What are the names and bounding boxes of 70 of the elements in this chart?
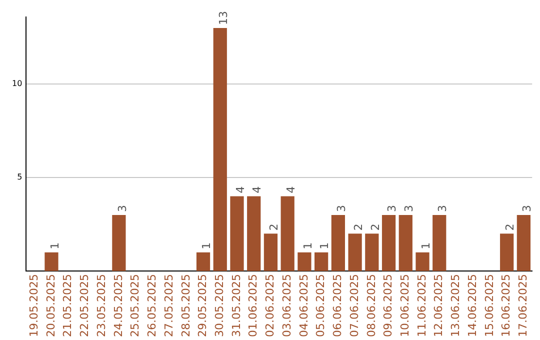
data-label: 1 <box>419 242 432 250</box>
x-tick-label: 21.05.2025 <box>61 274 74 338</box>
bar <box>196 252 210 272</box>
bar <box>416 252 430 272</box>
bar <box>365 234 379 272</box>
x-tick-label: 23.05.2025 <box>94 274 108 338</box>
x-tick-label: 29.05.2025 <box>196 274 210 338</box>
data-label: 13 <box>216 11 230 26</box>
data-label: 1 <box>48 242 62 250</box>
data-label: 3 <box>402 204 416 212</box>
bar <box>500 234 514 272</box>
x-tick-label: 07.06.2025 <box>348 274 361 338</box>
data-label: 4 <box>250 186 264 194</box>
data-label: 2 <box>268 224 281 231</box>
data-label: 3 <box>335 204 348 212</box>
x-tick-label: 20.05.2025 <box>44 274 58 338</box>
bar <box>398 214 412 272</box>
x-tick-label: 05.06.2025 <box>314 274 328 338</box>
x-tick-label: 04.06.2025 <box>297 274 310 338</box>
x-tick-label: 09.06.2025 <box>382 274 395 338</box>
x-tick-label: 28.05.2025 <box>179 274 192 338</box>
x-tick-label: 03.06.2025 <box>280 274 294 338</box>
bar <box>112 214 126 272</box>
x-tick-label: 11.06.2025 <box>415 274 428 338</box>
x-tick-label: 25.05.2025 <box>128 274 142 338</box>
bar <box>213 28 227 272</box>
x-tick-label: 27.05.2025 <box>162 274 176 338</box>
x-tick-label: 10.06.2025 <box>398 274 412 338</box>
x-tick-label: 24.05.2025 <box>112 274 125 338</box>
data-label: 4 <box>234 186 247 194</box>
y-tick-label: 10 <box>12 79 22 88</box>
x-tick-label: 12.06.2025 <box>432 274 446 338</box>
data-label: 2 <box>504 224 517 231</box>
data-label: 3 <box>436 204 450 212</box>
bar <box>44 252 58 272</box>
x-tick-label: 26.05.2025 <box>146 274 159 338</box>
bar <box>230 196 244 272</box>
bar <box>348 234 362 272</box>
bar <box>298 252 312 272</box>
bar <box>247 196 261 272</box>
x-tick-label: 31.05.2025 <box>230 274 243 338</box>
x-tick-label: 30.05.2025 <box>212 274 226 338</box>
data-label: 2 <box>368 224 382 231</box>
x-tick-label: 06.06.2025 <box>331 274 344 338</box>
data-label: 1 <box>301 242 314 250</box>
bar <box>516 214 531 272</box>
bar <box>432 214 446 272</box>
data-label: 1 <box>318 242 332 250</box>
x-tick-label: 13.06.2025 <box>449 274 462 338</box>
x-tick-label: 22.05.2025 <box>78 274 92 338</box>
y-tick-label: 5 <box>17 172 22 182</box>
x-tick-label: 16.06.2025 <box>500 274 513 338</box>
x-tick-label: 15.06.2025 <box>482 274 496 338</box>
x-tick-label: 14.06.2025 <box>466 274 479 338</box>
data-label: 3 <box>116 204 129 212</box>
data-label: 3 <box>386 204 399 212</box>
bar <box>280 196 294 272</box>
data-label: 3 <box>520 204 534 212</box>
bar <box>264 234 278 272</box>
bar <box>331 214 345 272</box>
bar <box>382 214 396 272</box>
data-label: 2 <box>352 224 365 231</box>
x-tick-label: 17.06.2025 <box>516 274 530 338</box>
data-label: 1 <box>200 242 214 250</box>
data-label: 4 <box>284 186 298 194</box>
x-tick-label: 19.05.2025 <box>27 274 40 338</box>
bar <box>314 252 328 272</box>
x-tick-label: 08.06.2025 <box>364 274 378 338</box>
x-tick-label: 01.06.2025 <box>246 274 260 338</box>
x-tick-label: 02.06.2025 <box>264 274 277 338</box>
